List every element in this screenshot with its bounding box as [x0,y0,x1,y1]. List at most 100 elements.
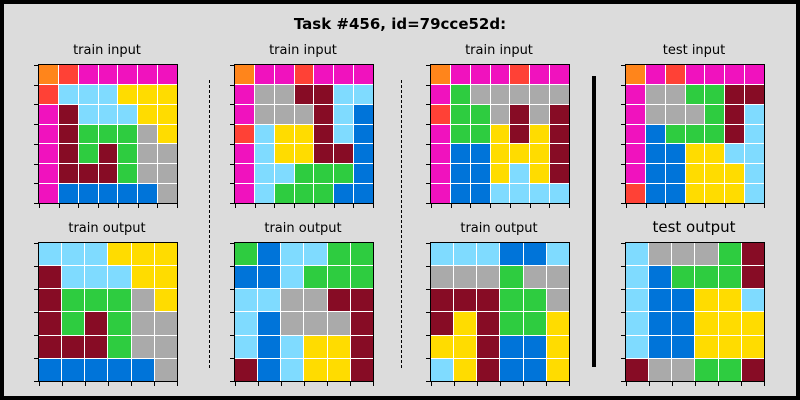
grid-cell [334,104,354,124]
grid-cell [138,124,158,144]
axis-tick [373,204,374,208]
grid-cell [98,84,118,104]
axis-tick [34,203,38,204]
grid-cell [695,266,718,289]
grid-cell [450,124,470,144]
grid-cell [131,312,154,335]
panel-label: train input [465,43,533,58]
grid-cell [546,358,569,381]
grid-cell [523,289,546,312]
grid-cell [450,84,470,104]
axis-tick [230,144,234,145]
axis-tick [426,266,430,267]
axis-tick [255,204,256,208]
grid-cell [62,243,85,266]
axis-tick [764,382,765,386]
grid-cell [154,243,177,266]
grid-cell [626,243,649,266]
grid-cell [626,164,645,184]
grid-cell [350,358,373,381]
grid-cell [477,266,500,289]
grid-cell [695,335,718,358]
axis-tick [85,382,86,386]
grid-cell [235,144,254,164]
axis-tick [718,382,719,386]
axis-tick [426,243,430,244]
axis-tick [34,358,38,359]
axis-tick [34,183,38,184]
grid-cell [470,104,490,124]
grid-cell [78,65,98,84]
panel-grid [38,64,178,204]
grid-cell [354,144,373,164]
axis-tick [59,204,60,208]
axis-tick [426,183,430,184]
grid-cell [235,84,254,104]
panel-grid [234,64,374,204]
grid-cell [327,266,350,289]
grid-cell [154,358,177,381]
grid-cell [314,164,334,184]
grid-cell [649,358,672,381]
grid-cell [431,124,450,144]
grid-cell [454,335,477,358]
grid-cell [523,243,546,266]
axis-tick [764,204,765,208]
grid-cell [62,289,85,312]
grid-cell [350,266,373,289]
grid-cell [450,65,470,84]
grid-cell [98,124,118,144]
grid-cell [58,104,78,124]
axis-tick [98,204,99,208]
grid-cell [39,243,62,266]
grid-cell [649,266,672,289]
grid-cell [354,65,373,84]
axis-tick [426,312,430,313]
grid-cell [158,65,177,84]
grid-cell [645,164,665,184]
axis-tick [477,382,478,386]
axis-tick [621,358,625,359]
axis-tick [426,381,430,382]
grid-cell [62,335,85,358]
axis-tick [39,382,40,386]
grid-cell [645,124,665,144]
grid-cell [108,335,131,358]
axis-tick [741,382,742,386]
grid-cell [294,144,314,164]
axis-tick [705,204,706,208]
grid-cell [695,289,718,312]
grid-cell [354,104,373,124]
axis-tick [695,382,696,386]
panel-grid [430,242,570,382]
panel-label: test output [652,218,736,236]
grid-cell [294,164,314,184]
grid-cell [470,124,490,144]
grid-cell [530,84,550,104]
axis-tick [34,164,38,165]
grid-cell [304,335,327,358]
grid-cell [530,65,550,84]
grid-cell [431,358,454,381]
grid-cell [718,289,741,312]
axis-tick [426,335,430,336]
grid-cell [645,144,665,164]
grid-cell [672,312,695,335]
axis-tick [350,382,351,386]
grid-cell [745,164,764,184]
grid-cell [685,164,705,184]
grid-cell [431,266,454,289]
figure-title: Task #456, id=79cce52d: [293,15,507,33]
axis-tick [621,381,625,382]
grid-cell [158,124,177,144]
grid-cell [350,335,373,358]
axis-tick [621,266,625,267]
grid-cell [725,164,745,184]
axis-tick [510,204,511,208]
grid-cell [85,243,108,266]
grid-cell [490,184,510,203]
grid-cell [138,65,158,84]
grid-cell [645,84,665,104]
axis-tick [569,382,570,386]
axis-tick [649,382,650,386]
